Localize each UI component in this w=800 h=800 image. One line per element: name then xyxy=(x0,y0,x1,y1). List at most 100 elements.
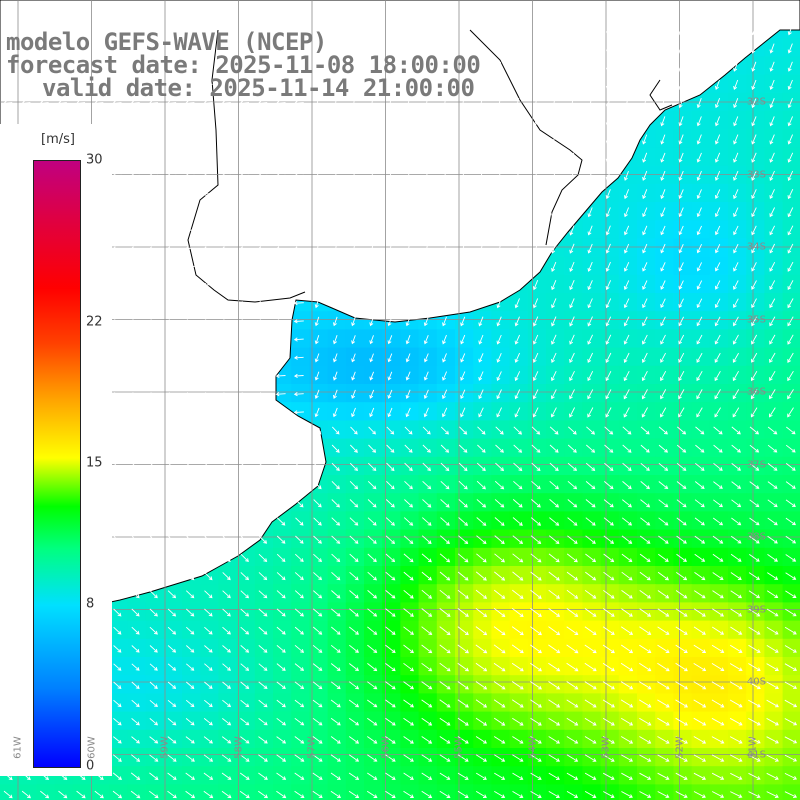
wind-arrow xyxy=(496,98,502,109)
wind-speed-cell xyxy=(637,347,656,367)
wind-speed-cell xyxy=(418,438,438,458)
wind-arrow xyxy=(368,426,377,435)
wind-speed-cell xyxy=(673,365,693,385)
wind-speed-cell xyxy=(382,456,401,476)
wind-speed-cell xyxy=(364,729,383,749)
wind-speed-cell xyxy=(618,729,638,749)
wind-speed-cell xyxy=(145,748,165,767)
valid-date: valid date: 2025-11-14 21:00:00 xyxy=(42,74,475,102)
wind-arrow xyxy=(751,134,757,145)
wind-speed-cell xyxy=(218,620,238,640)
wind-arrow xyxy=(424,98,429,109)
wind-arrow xyxy=(548,589,560,599)
wind-arrow xyxy=(203,790,214,799)
wind-arrow xyxy=(186,535,195,544)
wind-speed-cell xyxy=(273,748,292,767)
wind-speed-cell xyxy=(764,675,784,694)
wind-arrow xyxy=(202,119,213,124)
wind-arrow xyxy=(312,681,323,690)
wind-arrow xyxy=(369,152,374,163)
wind-arrow xyxy=(786,426,796,435)
wind-speed-cell xyxy=(564,511,583,531)
wind-speed-cell xyxy=(691,638,711,658)
wind-arrow xyxy=(749,463,760,471)
wind-arrow xyxy=(439,736,451,744)
land-mass xyxy=(0,0,800,617)
wind-arrow xyxy=(202,392,213,397)
wind-arrow xyxy=(751,316,757,327)
wind-arrow xyxy=(331,590,341,599)
wind-arrow xyxy=(239,119,250,124)
wind-arrow xyxy=(750,407,758,418)
wind-speed-cell xyxy=(637,693,656,713)
wind-arrow xyxy=(258,535,268,544)
wind-speed-cell xyxy=(782,584,800,603)
wind-arrow xyxy=(676,462,687,471)
wind-speed-cell xyxy=(418,511,438,531)
wind-speed-cell xyxy=(618,256,638,276)
wind-arrow xyxy=(331,480,340,490)
wind-arrow xyxy=(239,46,249,51)
wind-arrow xyxy=(167,736,177,744)
wind-arrow xyxy=(676,553,687,562)
wind-arrow xyxy=(642,79,647,91)
wind-arrow xyxy=(714,98,721,109)
wind-speed-cell xyxy=(673,202,693,221)
wind-arrow xyxy=(769,98,775,109)
wind-arrow xyxy=(658,553,669,562)
wind-speed-cell xyxy=(637,456,656,476)
wind-speed-cell xyxy=(618,438,638,458)
wind-arrow xyxy=(424,116,429,127)
wind-arrow xyxy=(403,699,414,708)
wind-arrow xyxy=(348,736,360,744)
wind-arrow xyxy=(769,207,776,218)
wind-speed-cell xyxy=(637,511,656,531)
wind-arrow xyxy=(514,371,521,382)
wind-arrow xyxy=(602,772,615,780)
wind-arrow xyxy=(660,262,666,272)
wind-speed-cell xyxy=(637,784,656,800)
wind-arrow xyxy=(513,480,523,490)
wind-speed-cell xyxy=(491,311,511,330)
wind-arrow xyxy=(185,754,195,762)
wind-arrow xyxy=(57,46,67,51)
wind-arrow xyxy=(241,426,249,435)
wind-speed-cell xyxy=(564,584,583,603)
wind-arrow xyxy=(222,718,232,726)
wind-arrow xyxy=(732,389,740,400)
wind-arrow xyxy=(369,407,375,418)
wind-speed-cell xyxy=(764,311,784,330)
wind-speed-cell xyxy=(364,365,383,385)
wind-arrow xyxy=(769,170,775,181)
wind-arrow xyxy=(367,535,377,544)
wind-arrow xyxy=(351,61,356,72)
wind-arrow xyxy=(711,626,725,635)
wind-speed-cell xyxy=(691,274,711,294)
wind-arrow xyxy=(167,608,177,617)
wind-speed-cell xyxy=(436,384,456,403)
wind-arrow xyxy=(168,517,176,526)
wind-speed-cell xyxy=(764,256,784,276)
wind-arrow xyxy=(748,626,761,635)
wind-speed-cell xyxy=(764,729,784,749)
wind-arrow xyxy=(94,790,104,799)
wind-speed-cell xyxy=(345,584,365,603)
wind-speed-cell xyxy=(345,657,365,676)
wind-arrow xyxy=(258,663,268,671)
wind-arrow xyxy=(293,228,304,233)
wind-arrow xyxy=(495,444,504,453)
wind-speed-cell xyxy=(527,602,547,622)
wind-speed-cell xyxy=(618,638,638,658)
wind-arrow xyxy=(295,426,304,435)
wind-speed-cell xyxy=(546,693,565,713)
wind-arrow xyxy=(769,43,775,54)
wind-arrow xyxy=(569,225,575,236)
wind-arrow xyxy=(423,243,429,254)
wind-speed-cell xyxy=(691,675,711,694)
wind-speed-cell xyxy=(509,620,529,640)
wind-arrow xyxy=(714,152,721,163)
wind-arrow xyxy=(442,152,447,163)
wind-arrow xyxy=(424,43,429,54)
wind-arrow xyxy=(678,98,684,109)
wind-arrow xyxy=(602,681,615,690)
